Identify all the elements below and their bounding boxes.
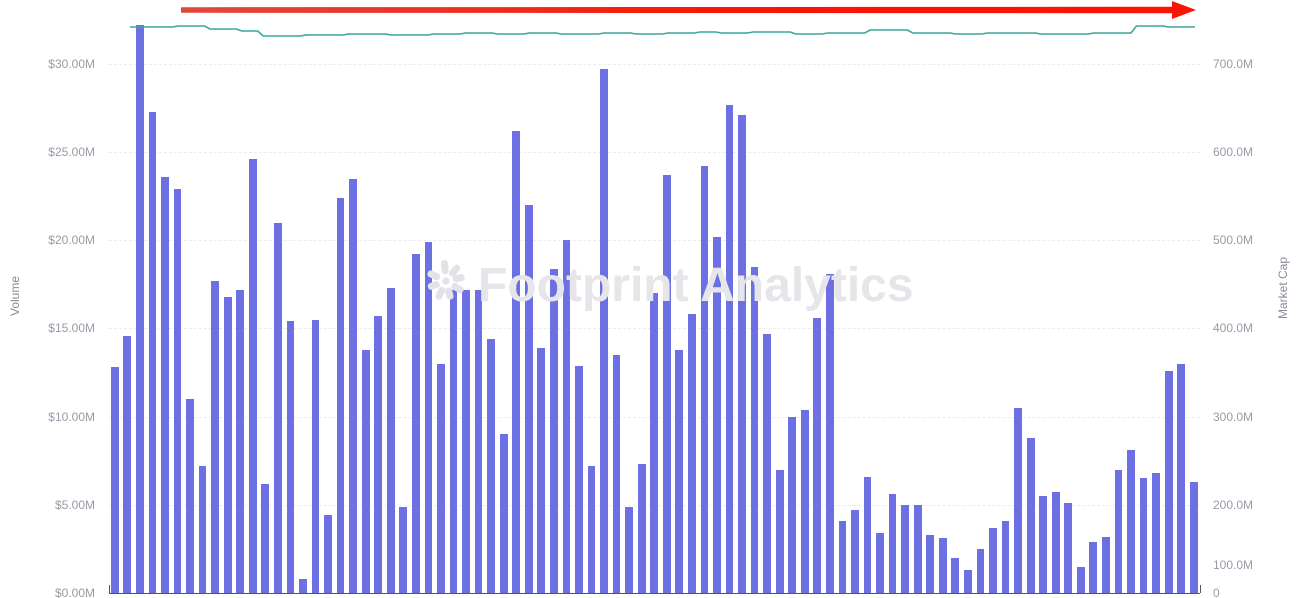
svg-text:Footprint Analytics: Footprint Analytics	[478, 259, 914, 312]
